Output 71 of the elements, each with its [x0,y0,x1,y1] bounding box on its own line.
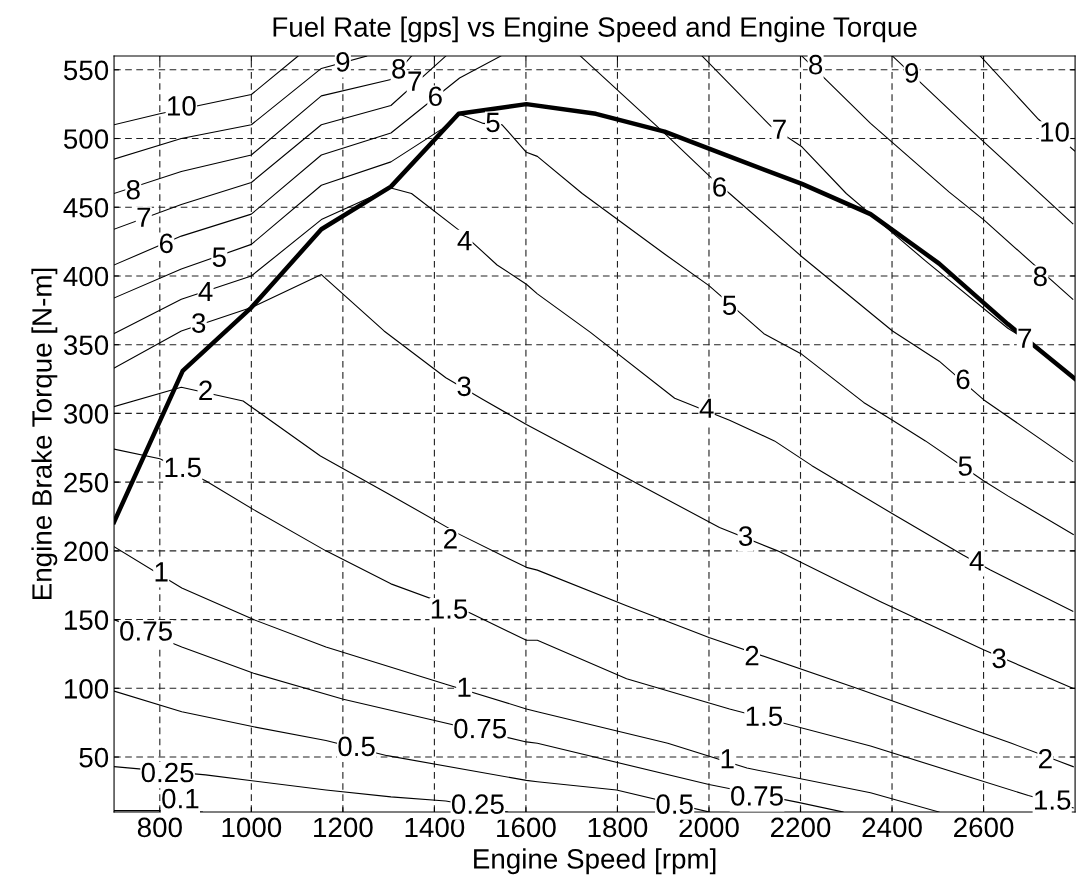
annotation: 0.5 [338,736,375,757]
annotation: 4 [699,398,714,418]
annotation: 2 [745,645,759,666]
y-tick-label: 550 [63,60,109,81]
annotation: 1.5 [746,706,783,727]
annotation: 7 [773,119,786,139]
y-tick-label: 50 [79,747,109,768]
annotation: 1 [458,677,471,697]
annotation: 2 [444,529,457,549]
annotation: 8 [809,54,823,75]
y-tick-label: 150 [64,610,109,630]
annotation: 6 [956,369,970,390]
annotation: 0.75 [731,786,783,806]
y-tick-label: 200 [64,541,109,562]
annotation: 0.1 [162,788,199,809]
x-tick-label: 2000 [679,817,739,838]
annotation: 4 [969,551,984,571]
y-tick-label: 400 [63,266,109,287]
y-tick-label: 500 [63,129,109,149]
annotation: 2 [199,380,212,400]
x-tick-label: 2200 [771,817,831,838]
annotation: 6 [159,233,173,254]
x-tick-label: 1600 [497,817,556,838]
annotation: 5 [212,247,226,267]
annotation: 10 [1041,122,1069,142]
annotation: 1.5 [431,599,468,619]
y-tick-label: 300 [63,404,109,424]
annotation: 7 [137,207,151,227]
annotation: 3 [192,313,206,333]
annotation: 8 [392,58,406,79]
annotation: 8 [1033,266,1047,287]
annotation: 6 [429,86,442,107]
annotation: 2 [1039,748,1052,769]
y-tick-label: 450 [63,197,109,218]
annotation: 5 [486,112,500,133]
annotation: 3 [992,648,1006,669]
annotation: 5 [958,456,972,476]
x-axis-title: Engine Speed [rpm] [474,848,716,875]
annotation: 1 [155,562,168,582]
annotation: 0.25 [141,762,194,783]
annotation: 6 [713,177,727,197]
annotation: 0.75 [120,621,172,641]
annotation: 0.75 [454,718,507,739]
annotation: 9 [905,63,919,83]
x-tick-label: 1200 [314,817,373,838]
annotation: 7 [1018,328,1032,348]
annotation: 9 [336,52,350,72]
annotation: 5 [722,295,737,316]
annotation: 4 [198,281,213,302]
x-tick-label: 1000 [222,817,282,838]
annotation: 10 [168,96,196,116]
y-tick-label: 350 [63,335,109,356]
annotation: 0.25 [451,794,504,814]
x-tick-label: 2400 [862,817,922,838]
x-tick-label: 800 [137,817,182,838]
annotation: 1 [721,749,734,769]
annotation: 7 [408,71,422,91]
x-tick-label: 1400 [405,817,465,838]
y-tick-label: 250 [64,472,109,493]
x-tick-label: 2600 [954,817,1014,838]
annotation: 3 [738,526,753,546]
annotation: 0.5 [656,794,693,814]
annotation: 3 [457,376,471,397]
annotation: 1.5 [165,457,201,478]
chart-title: Fuel Rate [gps] vs Engine Speed and Engine Torque [273,16,917,43]
annotation: 8 [126,179,140,200]
y-tick-label: 100 [64,678,109,699]
annotation: 1.5 [1035,790,1071,810]
y-axis-title: Engine Brake Torque [N-m] [31,268,58,600]
annotation: 4 [457,231,472,251]
x-tick-label: 1800 [588,817,648,838]
